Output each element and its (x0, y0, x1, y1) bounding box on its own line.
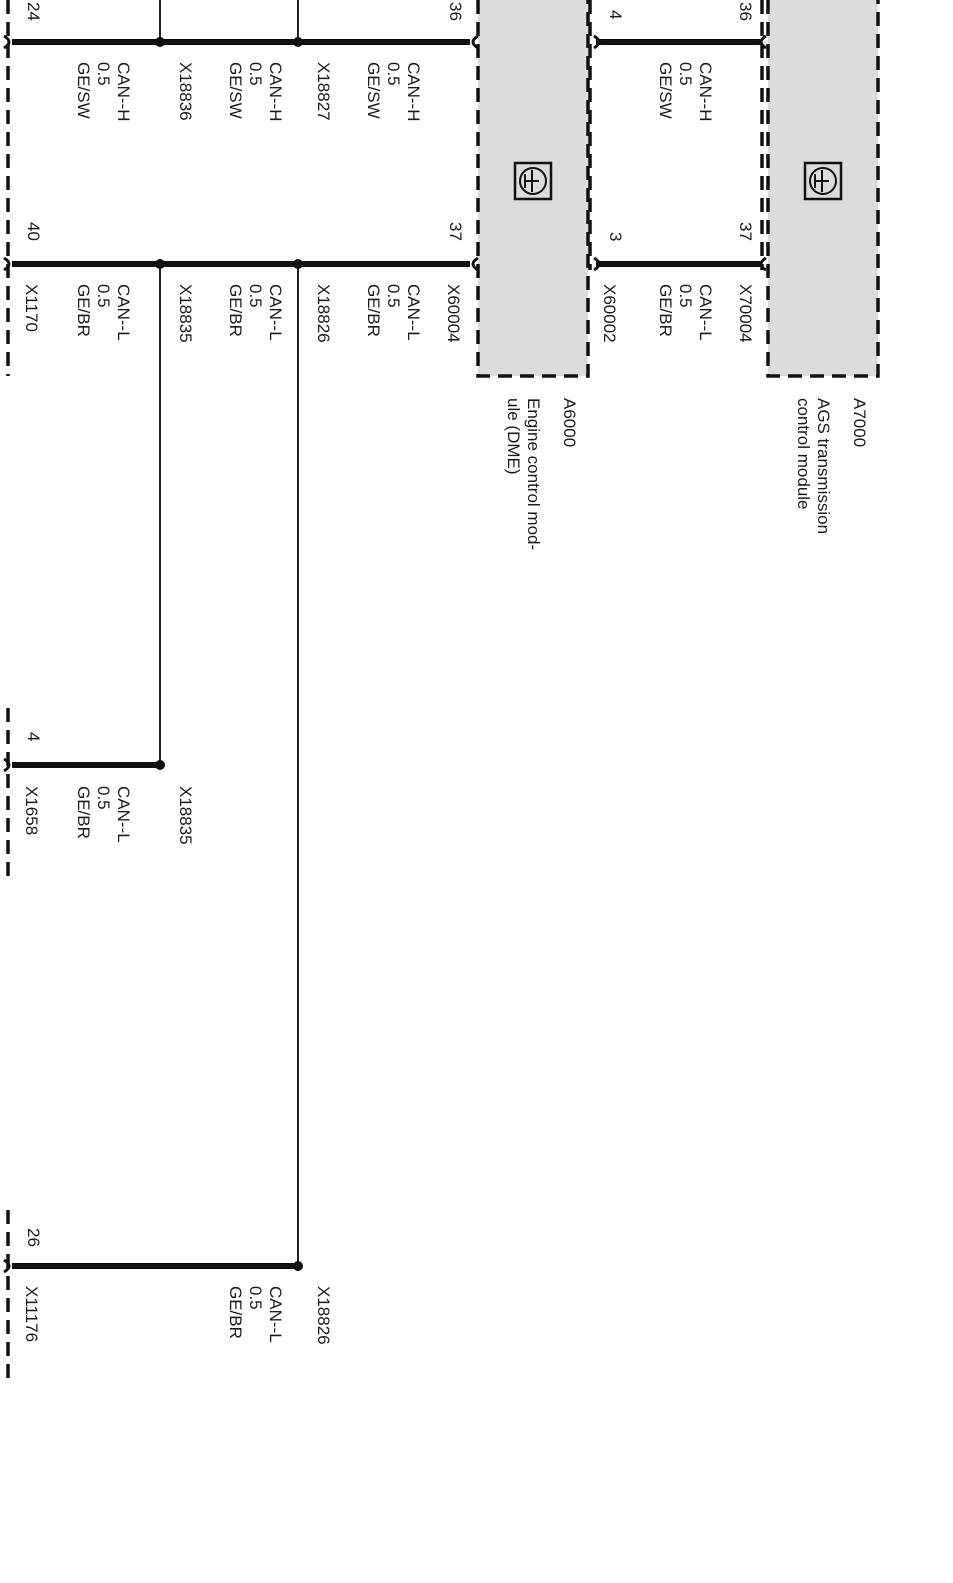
svg-text:GE/BR: GE/BR (226, 284, 245, 337)
connector-x60004-label: X60004 (444, 284, 463, 343)
connector-x11176-label: X11176 (22, 1286, 41, 1342)
svg-text:CAN--H: CAN--H (266, 62, 285, 122)
transistor-icon-a6000 (513, 161, 553, 201)
pin-x1170-h: 24 (24, 2, 43, 21)
wire-label-can-h-2: X18827 CAN--H 0.5 GE/SW (314, 62, 423, 122)
svg-text:0.5: 0.5 (94, 284, 113, 308)
svg-text:CAN--L: CAN--L (696, 284, 715, 341)
pin-a7000-left-h: 4 (606, 10, 625, 19)
svg-text:CAN--H: CAN--H (114, 62, 133, 122)
wire-label-can-h-0: CAN--H 0.5 GE/SW (74, 62, 133, 122)
svg-text:GE/BR: GE/BR (74, 786, 93, 839)
svg-text:0.5: 0.5 (676, 62, 695, 86)
module-a7000-id: A7000 (850, 398, 869, 447)
wire-label-can-l-2: X18826 CAN--L 0.5 GE/BR (314, 284, 423, 343)
pin-a7000-left-l: 3 (606, 232, 625, 241)
svg-text:CAN--L: CAN--L (266, 1286, 285, 1343)
svg-text:GE/BR: GE/BR (656, 284, 675, 337)
wire-label-can-l-1: X18835 CAN--L 0.5 GE/BR (176, 284, 285, 343)
wire-label-can-h-1: X18836 CAN--H 0.5 GE/SW (176, 62, 285, 122)
module-a6000-id: A6000 (560, 398, 579, 447)
svg-text:0.5: 0.5 (94, 62, 113, 86)
module-a7000-name-2: control module (794, 398, 813, 510)
connector-x1658-label: X1658 (22, 786, 41, 835)
svg-text:CAN--L: CAN--L (114, 786, 133, 843)
connector-hooks (3, 34, 767, 1274)
svg-text:X18835: X18835 (176, 786, 195, 845)
svg-text:CAN--H: CAN--H (404, 62, 423, 122)
connector-x1170-label: X1170 (22, 284, 41, 332)
svg-text:GE/SW: GE/SW (226, 62, 245, 119)
module-a7000-name-1: AGS transmission (814, 398, 833, 534)
svg-text:0.5: 0.5 (246, 62, 265, 86)
svg-text:GE/BR: GE/BR (74, 284, 93, 337)
svg-text:0.5: 0.5 (94, 786, 113, 810)
svg-text:0.5: 0.5 (676, 284, 695, 308)
pin-x1170-l: 40 (24, 222, 43, 241)
svg-text:X18826: X18826 (314, 284, 333, 343)
svg-text:GE/SW: GE/SW (74, 62, 93, 119)
module-a6000-name-1: Engine control mod- (524, 398, 543, 550)
svg-text:X18826: X18826 (314, 1286, 333, 1345)
pin-a7000-right-h: 36 (736, 2, 755, 21)
wire-label-can-l-3: CAN--L 0.5 GE/BR (656, 284, 715, 341)
svg-text:CAN--H: CAN--H (696, 62, 715, 122)
svg-text:CAN--L: CAN--L (114, 284, 133, 341)
pin-a6000-l: 37 (446, 222, 465, 241)
pin-a7000-right-l: 37 (736, 222, 755, 241)
svg-text:X18827: X18827 (314, 62, 333, 121)
transistor-icon-a7000 (803, 161, 843, 201)
pin-x11176: 26 (24, 1228, 43, 1247)
wire-label-x1658: X18835 CAN--L 0.5 GE/BR (74, 786, 195, 845)
svg-text:GE/BR: GE/BR (226, 1286, 245, 1339)
svg-text:0.5: 0.5 (246, 1286, 265, 1310)
connector-x70004-label: X70004 (736, 284, 755, 343)
svg-text:CAN--L: CAN--L (266, 284, 285, 341)
svg-text:GE/SW: GE/SW (364, 62, 383, 119)
wire-label-can-l-0: CAN--L 0.5 GE/BR (74, 284, 133, 341)
svg-text:0.5: 0.5 (384, 284, 403, 308)
svg-text:0.5: 0.5 (384, 62, 403, 86)
pin-a6000-h: 36 (446, 2, 465, 21)
svg-text:0.5: 0.5 (246, 284, 265, 308)
splice-dots (155, 37, 303, 1271)
svg-text:GE/BR: GE/BR (364, 284, 383, 337)
svg-text:X18836: X18836 (176, 62, 195, 121)
svg-text:X18835: X18835 (176, 284, 195, 343)
svg-text:GE/SW: GE/SW (656, 62, 675, 119)
wire-label-can-h-3: CAN--H 0.5 GE/SW (656, 62, 715, 122)
pin-x1658: 4 (24, 732, 43, 741)
module-a6000-name-2: ule (DME) (504, 398, 523, 475)
connector-x60002-label: X60002 (600, 284, 619, 343)
svg-text:CAN--L: CAN--L (404, 284, 423, 341)
wire-label-x11176: X18826 CAN--L 0.5 GE/BR (226, 1286, 333, 1345)
